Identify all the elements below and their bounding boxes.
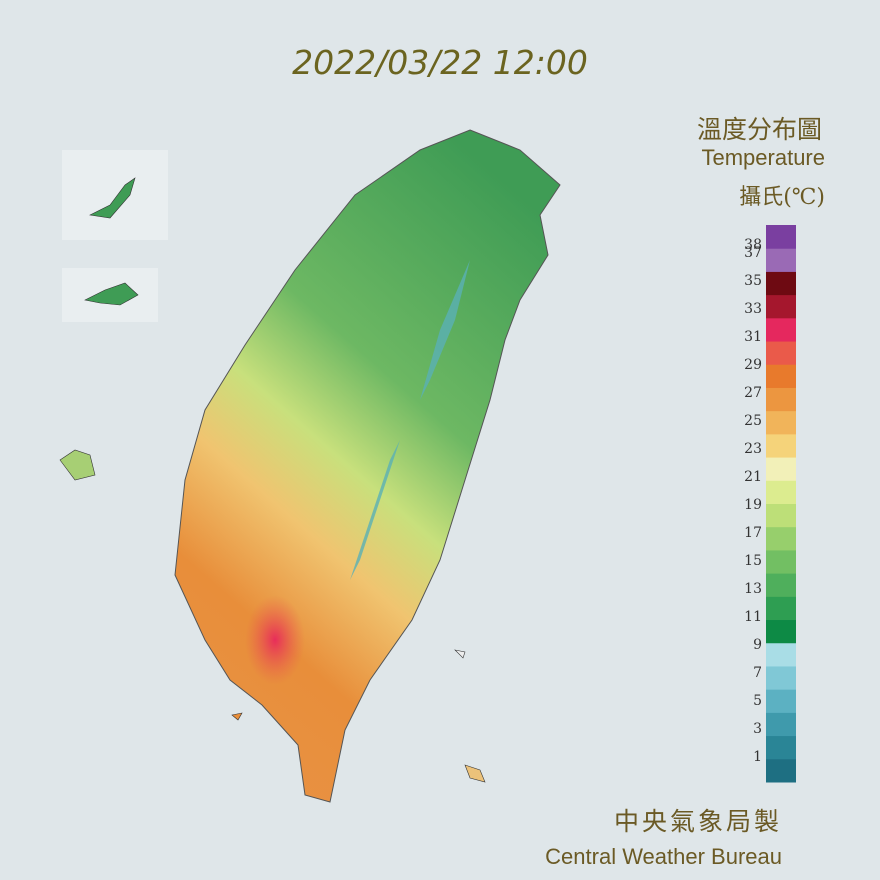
color-band: [766, 480, 796, 504]
color-band: [766, 573, 796, 597]
color-band: [766, 248, 796, 272]
color-band: [766, 549, 796, 574]
legend-label: 19: [744, 497, 762, 513]
legend-label: 9: [753, 637, 762, 653]
credit-zh: 中央氣象局製: [614, 807, 782, 836]
island: [84, 282, 139, 306]
color-band: [766, 317, 796, 342]
color-band: [766, 642, 796, 667]
legend-label: 5: [753, 693, 762, 709]
legend-label: 15: [744, 553, 762, 569]
color-band: [766, 758, 796, 783]
island: [59, 449, 96, 481]
unit: 攝氏(℃): [739, 185, 825, 210]
inset-matsu: [62, 150, 168, 240]
legend-label: 11: [744, 609, 762, 625]
color-band: [766, 387, 796, 412]
island: [89, 177, 136, 219]
color-band: [766, 619, 796, 644]
timestamp: 2022/03/22 12:00: [292, 43, 588, 82]
legend-label: 25: [744, 413, 762, 429]
color-band: [766, 271, 796, 296]
color-band: [766, 364, 796, 388]
legend-label: 21: [744, 469, 762, 485]
color-band: [766, 225, 796, 249]
credit-en: Central Weather Bureau: [545, 844, 782, 869]
legend-label: 17: [744, 525, 762, 541]
color-band: [766, 294, 796, 319]
taiwan-map: [59, 129, 561, 803]
legend-label: 3: [753, 721, 762, 737]
color-band: [766, 735, 796, 760]
legend-label: 13: [744, 581, 762, 597]
color-band: [766, 410, 796, 435]
island: [454, 649, 466, 659]
legend-label: 29: [744, 357, 762, 373]
legend-label: 7: [753, 665, 762, 681]
legend-label: 38: [744, 237, 762, 253]
title: 溫度分布圖: [697, 115, 822, 144]
hot-area: [245, 595, 305, 685]
color-band: [766, 689, 796, 713]
island: [231, 712, 243, 721]
legend-label: 1: [753, 749, 762, 765]
color-band: [766, 433, 796, 458]
island: [464, 764, 486, 783]
subtitle: Temperature: [701, 145, 825, 170]
color-band: [766, 665, 796, 690]
color-band: [766, 341, 796, 365]
legend-label: 35: [744, 273, 762, 289]
color-band: [766, 526, 796, 551]
legend-label: 37: [744, 245, 762, 261]
color-band: [766, 457, 796, 481]
color-band: [766, 503, 796, 528]
legend-label: 31: [744, 329, 762, 345]
color-band: [766, 596, 796, 621]
legend-label: 27: [744, 385, 762, 401]
legend-label: 23: [744, 441, 762, 457]
color-band: [766, 712, 796, 737]
legend-label: 33: [744, 301, 762, 317]
